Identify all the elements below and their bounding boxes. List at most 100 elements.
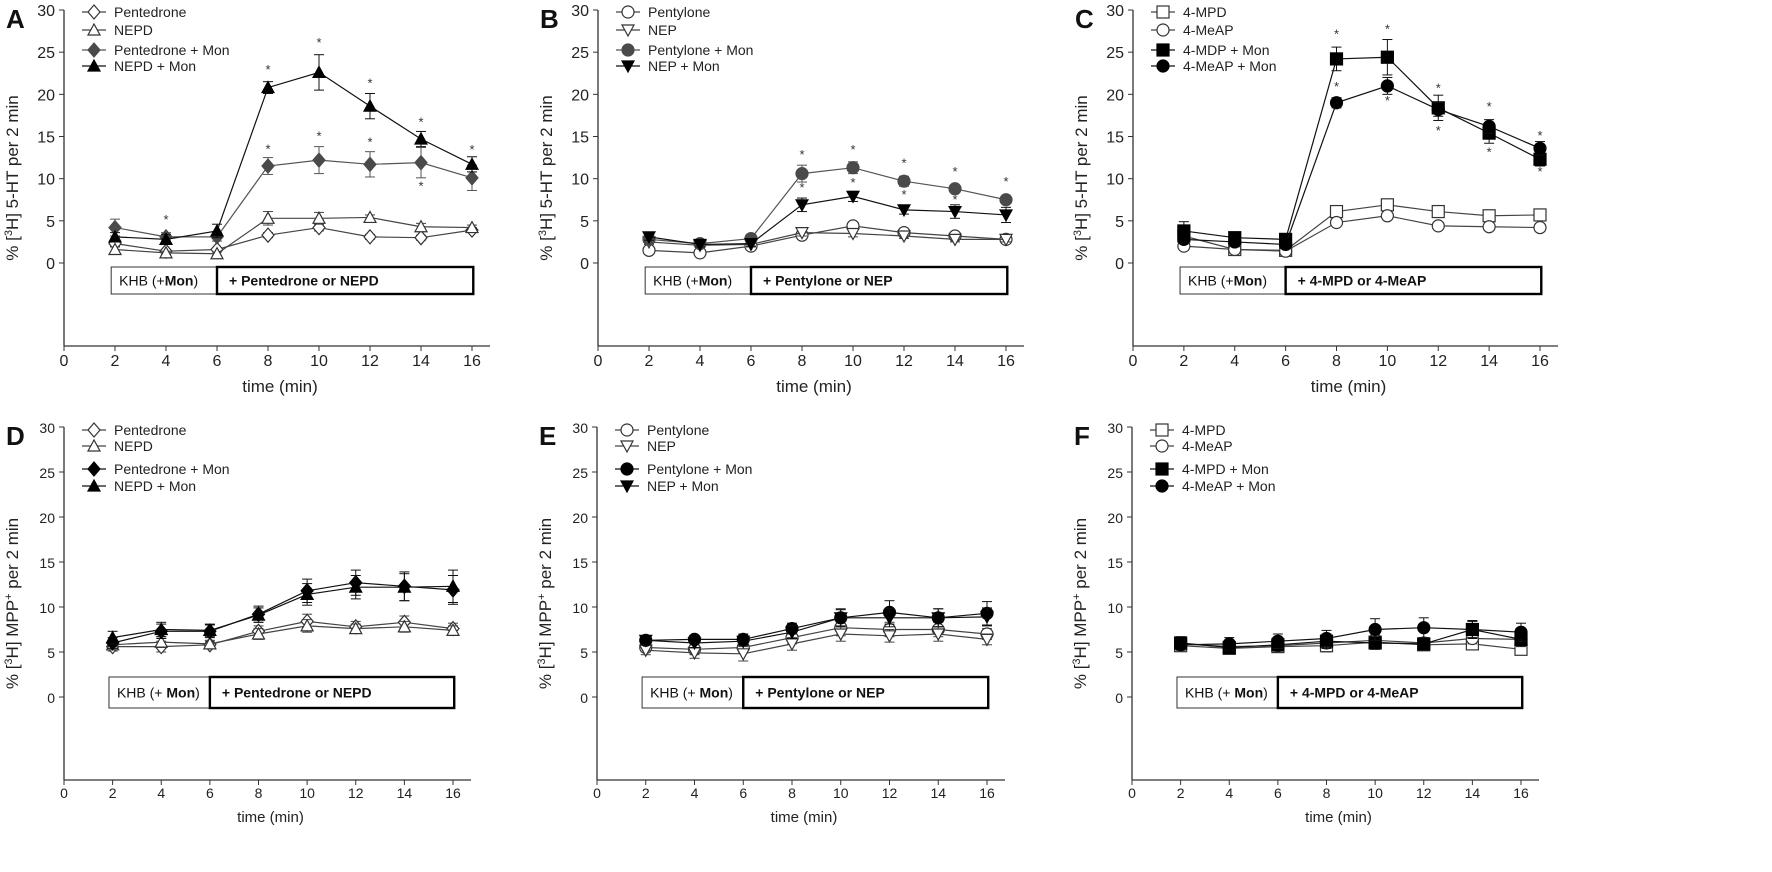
y-tick-label: 10 (1107, 600, 1123, 616)
x-tick-label: 14 (1465, 785, 1481, 801)
x-axis-label: time (min) (242, 377, 318, 396)
significance-asterisk: * (163, 212, 168, 227)
baseline-label-close: ) (195, 685, 200, 701)
significance-asterisk: * (1487, 99, 1492, 114)
significance-asterisk: * (952, 164, 957, 179)
x-tick-label: 14 (1480, 353, 1498, 370)
baseline-label-close: ) (727, 273, 732, 289)
panel-d: D 0 5 10 15 20 25 30 0 2 4 6 8 10 12 14 16 time (min) % [3… (3, 420, 471, 826)
y-tick-label: 0 (46, 256, 55, 273)
x-tick-label: 4 (696, 353, 705, 370)
data-point (999, 193, 1013, 207)
legend-marker (87, 461, 101, 477)
baseline-label-mon: Mon (165, 273, 194, 289)
superscript: + (536, 593, 548, 599)
legend-marker (1155, 439, 1169, 453)
baseline-label-close: ) (1262, 273, 1267, 289)
data-point (260, 80, 276, 94)
x-tick-label: 16 (979, 785, 995, 801)
series-pentedrone-mon (105, 569, 460, 651)
superscript: 3 (3, 230, 15, 236)
legend-marker (1156, 59, 1170, 73)
y-tick-label: 20 (571, 87, 589, 104)
data-point (833, 612, 848, 626)
y-tick-label: 30 (1107, 420, 1123, 436)
superscript: 3 (536, 658, 548, 664)
legend-marker (1155, 479, 1169, 493)
data-point (1380, 209, 1394, 223)
treatment-label: + Pentedrone or NEPD (222, 685, 372, 701)
x-tick-label: 12 (895, 353, 913, 370)
data-point (105, 630, 120, 644)
x-tick-label: 14 (397, 785, 413, 801)
legend-label: Pentedrone + Mon (114, 461, 230, 477)
treatment-label: + 4-MPD or 4-MeAP (1298, 273, 1427, 289)
y-tick-label: 5 (47, 645, 55, 661)
data-point (794, 227, 810, 240)
significance-asterisk: * (316, 35, 321, 50)
y-tick-label: 10 (39, 600, 55, 616)
x-tick-label: 2 (109, 785, 117, 801)
treatment-period-box (1284, 265, 1543, 296)
legend-marker (620, 24, 636, 38)
x-tick-label: 4 (157, 785, 165, 801)
legend-marker (86, 438, 102, 452)
y-tick-label: 30 (39, 420, 55, 436)
data-point (794, 199, 810, 213)
data-point (445, 623, 461, 637)
x-tick-label: 4 (691, 785, 699, 801)
legend-marker (87, 4, 101, 20)
x-tick-label: 8 (1323, 785, 1331, 801)
y-tick-label: 10 (37, 172, 55, 189)
y-tick-label: 0 (580, 256, 589, 273)
baseline-period-box (1179, 266, 1287, 295)
y-tick-label: 10 (572, 600, 588, 616)
legend-label: NEPD + Mon (114, 478, 196, 494)
y-tick-label: 5 (580, 214, 589, 231)
data-point (1329, 215, 1344, 230)
x-tick-label: 8 (1332, 353, 1341, 370)
data-point (736, 648, 751, 662)
data-point (998, 233, 1014, 247)
data-point (1431, 204, 1445, 219)
superscript: 3 (537, 230, 549, 236)
data-point (1431, 219, 1445, 233)
series-line (1183, 215, 1541, 252)
series-line (645, 616, 988, 644)
x-tick-label: 16 (463, 353, 481, 370)
x-tick-label: 12 (361, 353, 379, 370)
x-tick-label: 6 (739, 785, 747, 801)
y-tick-label: 30 (572, 420, 588, 436)
x-tick-label: 6 (206, 785, 214, 801)
baseline-label: KHB (+ Mon) (117, 685, 200, 701)
x-tick-label: 16 (1531, 353, 1549, 370)
x-axis-label: time (min) (771, 809, 838, 826)
series-line (648, 195, 1007, 246)
data-point (1329, 204, 1344, 219)
x-tick-label: 8 (255, 785, 263, 801)
legend-label: NEPD + Mon (114, 58, 196, 74)
y-tick-label: 15 (1107, 555, 1123, 571)
x-tick-label: 2 (642, 785, 650, 801)
series-line (114, 159, 473, 238)
treatment-label: + Pentylone or NEP (755, 685, 885, 701)
data-point (638, 634, 653, 648)
data-point (300, 618, 315, 632)
data-point (158, 245, 174, 259)
series-nep-mon (638, 607, 995, 651)
data-point (363, 156, 377, 173)
baseline-label: KHB (+Mon) (653, 273, 732, 289)
baseline-label: KHB (+Mon) (1188, 273, 1267, 289)
baseline-label-close: ) (193, 273, 198, 289)
significance-asterisk: * (367, 135, 372, 150)
series-nepd-mon (105, 569, 461, 645)
data-point (1417, 621, 1431, 635)
x-tick-label: 0 (60, 785, 68, 801)
y-axis-label: % [3H] MPP+ per 2 min (3, 518, 22, 689)
data-point (1482, 119, 1496, 133)
series-line (114, 226, 473, 252)
significance-asterisk: * (1385, 93, 1390, 108)
y-tick-label: 15 (572, 555, 588, 571)
data-point (947, 233, 963, 247)
significance-asterisk: * (469, 142, 474, 157)
